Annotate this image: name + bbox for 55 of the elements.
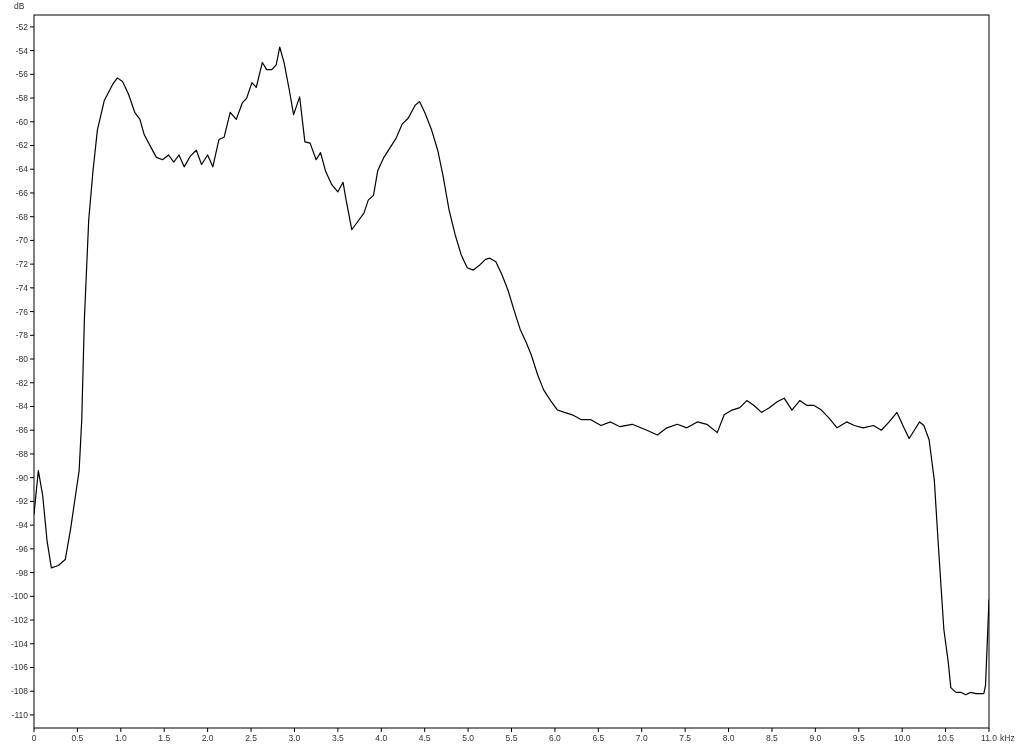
y-tick-label: -60 — [15, 116, 29, 127]
y-axis-title: dB — [14, 1, 25, 11]
x-tick-label: 0.5 — [71, 733, 84, 743]
x-tick-label: 6.0 — [549, 733, 562, 743]
x-tick-label: 4.5 — [418, 733, 431, 743]
y-tick-label: -70 — [15, 235, 29, 246]
y-tick-label: -108 — [10, 686, 29, 697]
y-tick-label: -82 — [15, 377, 29, 388]
y-tick-label: -110 — [11, 709, 29, 720]
x-tick-label: 10.0 — [893, 733, 911, 743]
x-tick-label: 3.5 — [331, 733, 345, 743]
y-tick-label: -62 — [15, 140, 29, 151]
y-tick-label: -78 — [15, 330, 29, 341]
x-tick-label: 5.5 — [505, 733, 518, 743]
y-tick-label: -56 — [15, 69, 29, 80]
y-tick-label: -64 — [15, 164, 29, 175]
x-tick-label: 10.5 — [937, 733, 955, 743]
x-tick-label: 2.0 — [201, 733, 214, 743]
y-tick-label: -100 — [10, 591, 29, 602]
x-tick-label: 1.0 — [114, 733, 127, 743]
x-tick-label: 1.5 — [158, 733, 171, 743]
y-tick-label: -98 — [15, 567, 29, 578]
x-tick-label: 5.0 — [462, 733, 475, 743]
x-tick-label: 2.5 — [245, 733, 258, 743]
y-tick-label: -96 — [15, 543, 29, 554]
y-tick-label: -90 — [15, 472, 29, 483]
x-tick-label: 4.0 — [375, 733, 388, 743]
x-axis-title: kHz — [1000, 733, 1015, 743]
y-tick-label: -84 — [15, 401, 29, 412]
y-tick-label: -104 — [10, 638, 29, 649]
y-tick-label: -58 — [15, 93, 29, 104]
x-tick-label: 3.0 — [288, 733, 301, 743]
y-tick-label: -94 — [15, 520, 29, 531]
y-tick-label: -80 — [15, 354, 29, 365]
x-tick-label: 7.5 — [679, 733, 692, 743]
y-tick-label: -68 — [15, 211, 29, 222]
x-tick-label: 9.5 — [852, 733, 865, 743]
x-tick-label: 7.0 — [635, 733, 648, 743]
x-tick-label: 8.0 — [722, 733, 735, 743]
y-tick-label: -76 — [15, 306, 29, 317]
y-tick-label: -86 — [15, 425, 29, 436]
y-tick-label: -92 — [15, 496, 29, 507]
x-tick-label: 9.0 — [809, 733, 822, 743]
y-tick-label: -88 — [15, 448, 29, 459]
y-tick-label: -52 — [15, 21, 29, 32]
x-tick-label: 6.5 — [592, 733, 605, 743]
y-tick-label: -102 — [10, 615, 29, 626]
y-tick-label: -106 — [10, 662, 29, 673]
y-tick-label: -74 — [15, 282, 29, 293]
x-tick-label: 8.5 — [766, 733, 779, 743]
y-tick-label: -54 — [15, 45, 29, 56]
y-tick-label: -72 — [15, 259, 29, 270]
x-tick-label: 0 — [31, 733, 37, 743]
x-tick-label: 11.0 — [981, 733, 998, 743]
y-tick-label: -66 — [15, 187, 29, 198]
